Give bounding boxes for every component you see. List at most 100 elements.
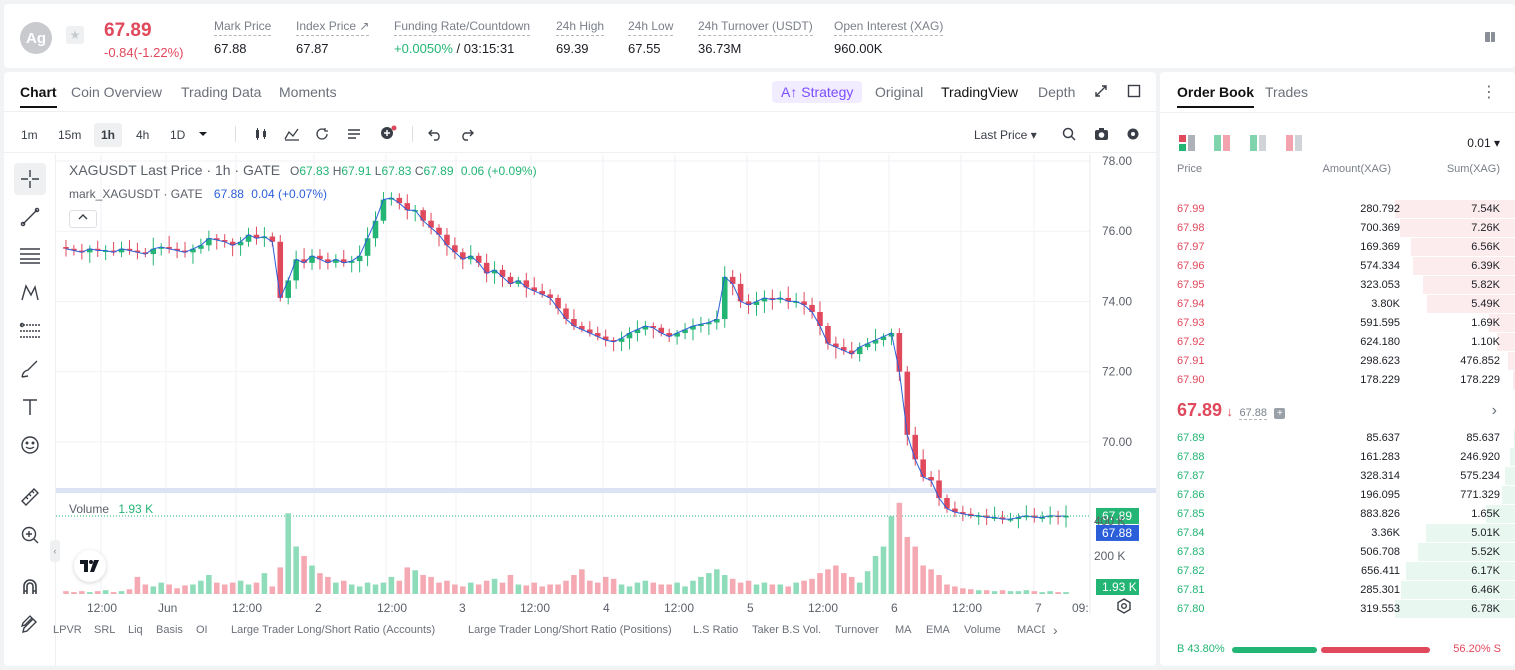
add-indicator-icon[interactable] [379,125,397,144]
timeframe-15m[interactable]: 15m [58,128,82,142]
text-icon[interactable] [14,391,46,423]
bid-row[interactable]: 67.87 328.314 575.234 [1160,467,1515,486]
precision-select[interactable]: 0.01 ▾ [1467,136,1500,150]
pencil-lock-icon[interactable] [14,609,46,641]
bid-row[interactable]: 67.86 196.095 771.329 [1160,486,1515,505]
book-icon[interactable] [1483,30,1497,44]
indicator-basis[interactable]: Basis [156,624,183,636]
indicator-ls-ratio[interactable]: L.S Ratio [693,624,739,636]
mid-price-row[interactable]: 67.89 ↓ 67.88 + [1177,400,1286,421]
bid-row[interactable]: 67.84 3.36K 5.01K [1160,524,1515,543]
bid-row[interactable]: 67.83 506.708 5.52K [1160,543,1515,562]
timeframe-4h[interactable]: 4h [136,128,150,142]
view-asks-icon[interactable] [1286,135,1302,156]
settings-gear-icon[interactable] [1126,127,1140,144]
indicator-ema[interactable]: EMA [926,624,950,636]
search-icon[interactable] [1062,127,1076,144]
indicator-srl[interactable]: SRL [94,624,116,636]
candle-type-icon[interactable] [254,127,270,144]
timeframe-1d[interactable]: 1D [170,128,186,142]
horizontal-lines-icon[interactable] [14,239,46,271]
tab-trades[interactable]: Trades [1265,84,1309,100]
window-icon[interactable] [1127,84,1141,101]
indicator-oi[interactable]: OI [196,624,208,636]
volume-bar [467,582,474,594]
list-icon[interactable] [347,127,361,144]
fib-icon[interactable] [14,315,46,347]
bid-row[interactable]: 67.82 656.411 6.17K [1160,562,1515,581]
volume-bar [285,513,291,594]
indicator-macd[interactable]: MACD [1017,624,1045,636]
camera-icon[interactable] [1094,127,1109,144]
view-split-icon[interactable] [1214,135,1230,156]
ask-row[interactable]: 67.95 323.053 5.82K [1160,276,1515,295]
tradingview-logo-icon[interactable] [74,550,106,582]
view-bids-icon[interactable] [1250,135,1266,156]
redo-icon[interactable] [460,127,474,144]
candle-body [1063,515,1069,518]
bid-row[interactable]: 67.88 161.283 246.920 [1160,448,1515,467]
brush-icon[interactable] [14,353,46,385]
ask-row[interactable]: 67.90 178.229 178.229 [1160,371,1515,390]
volume-bar [372,584,379,594]
tab-trading-data[interactable]: Trading Data [181,84,262,100]
ask-row[interactable]: 67.97 169.369 6.56K [1160,238,1515,257]
ruler-icon[interactable] [14,481,46,513]
compare-icon[interactable] [315,127,329,144]
ask-row[interactable]: 67.91 298.623 476.852 [1160,352,1515,371]
ask-row[interactable]: 67.99 280.792 7.54K [1160,200,1515,219]
crosshair-icon[interactable] [14,163,46,195]
indicator-lpvr[interactable]: LPVR [53,624,82,636]
tab-tradingview[interactable]: TradingView [941,84,1019,100]
volume-bar [1023,590,1030,594]
indicator-ma[interactable]: MA [895,624,912,636]
collapse-legend-button[interactable] [69,210,97,228]
pencil-icon[interactable] [20,614,34,631]
tab-depth[interactable]: Depth [1038,84,1076,100]
strategy-button[interactable]: A↑ Strategy [772,81,863,103]
tab-order-book[interactable]: Order Book [1177,84,1255,108]
indicator-liq[interactable]: Liq [128,624,143,636]
expand-icon[interactable] [1094,84,1108,101]
star-icon[interactable]: ★ [66,26,84,44]
collapse-toolbar-icon[interactable]: ‹ [50,540,60,562]
pattern-icon[interactable] [14,277,46,309]
bid-row[interactable]: 67.81 285.301 6.46K [1160,581,1515,600]
chevron-right-icon[interactable]: › [1053,622,1058,638]
indicator-trader-positions[interactable]: Large Trader Long/Short Ratio (Positions… [468,624,672,636]
bid-row[interactable]: 67.80 319.553 6.78K [1160,600,1515,619]
bid-row[interactable]: 67.89 85.637 85.637 [1160,429,1515,448]
zoom-in-icon[interactable] [14,519,46,551]
ob-amount: 169.369 [1360,241,1400,253]
emoji-icon[interactable] [14,429,46,461]
tab-original[interactable]: Original [875,84,924,100]
ask-row[interactable]: 67.92 624.180 1.10K [1160,333,1515,352]
indicator-turnover[interactable]: Turnover [835,624,879,636]
magnet-icon[interactable] [14,571,46,603]
caret-down-icon[interactable] [198,126,208,142]
ask-row[interactable]: 67.96 574.334 6.39K [1160,257,1515,276]
timeframe-1m[interactable]: 1m [21,128,38,142]
tab-moments[interactable]: Moments [279,84,337,100]
timeframe-1h[interactable]: 1h [94,123,123,147]
indicator-volume[interactable]: Volume [964,624,1001,636]
tab-coin-overview[interactable]: Coin Overview [71,84,163,100]
stat-index-price[interactable]: Index Price ↗ 67.87 [296,19,370,56]
trend-line-icon[interactable] [14,201,46,233]
bid-row[interactable]: 67.85 883.826 1.65K [1160,505,1515,524]
indicators-icon[interactable] [284,127,300,144]
candle-body [142,252,149,255]
undo-icon[interactable] [428,127,442,144]
auto-scale-icon[interactable] [1116,598,1132,619]
indicator-trader-accounts[interactable]: Large Trader Long/Short Ratio (Accounts) [231,624,436,636]
ask-row[interactable]: 67.93 591.595 1.69K [1160,314,1515,333]
view-both-icon[interactable] [1179,135,1195,156]
chevron-right-icon[interactable]: › [1491,402,1497,419]
indicator-taker-bs[interactable]: Taker B.S Vol. [752,624,822,636]
price-type-select[interactable]: Last Price ▾ [974,128,1037,142]
tab-chart[interactable]: Chart [20,84,57,108]
ask-row[interactable]: 67.98 700.369 7.26K [1160,219,1515,238]
ask-row[interactable]: 67.94 3.80K 5.49K [1160,295,1515,314]
more-menu-icon[interactable]: ⋮ [1481,84,1497,101]
